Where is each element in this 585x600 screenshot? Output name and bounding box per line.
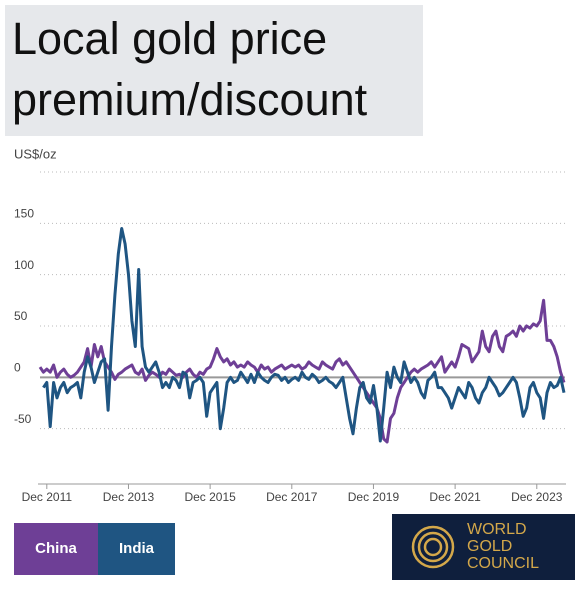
y-tick-label: 100: [14, 258, 34, 272]
legend-label[interactable]: China: [35, 540, 77, 557]
series-line: [38, 298, 566, 444]
logo-text: GOLD: [467, 538, 512, 555]
title-box: [5, 5, 423, 136]
chart-title: Local gold price: [12, 13, 327, 64]
legend-button[interactable]: [14, 523, 98, 575]
x-tick-label: Dec 2015: [184, 490, 236, 504]
x-tick-label: Dec 2021: [429, 490, 481, 504]
series-line: [42, 227, 566, 443]
logo-ring: [417, 531, 449, 563]
logo-text: COUNCIL: [467, 555, 539, 572]
x-tick-label: Dec 2013: [103, 490, 155, 504]
y-tick-label: 50: [14, 309, 28, 323]
logo-text: WORLD: [467, 521, 527, 538]
chart-title: premium/discount: [12, 74, 368, 125]
x-tick-label: Dec 2017: [266, 490, 318, 504]
y-tick-label: 0: [14, 361, 21, 375]
legend-button[interactable]: [98, 523, 175, 575]
logo-box: [392, 514, 575, 580]
logo-ring: [423, 537, 443, 557]
legend-label[interactable]: India: [119, 540, 155, 557]
logo-ring: [411, 525, 455, 569]
x-tick-label: Dec 2023: [511, 490, 563, 504]
x-tick-label: Dec 2019: [348, 490, 400, 504]
y-axis-label: US$/oz: [14, 146, 57, 161]
x-tick-label: Dec 2011: [22, 490, 73, 504]
plot: -50 0 50 100 150 Dec 2011 Dec 2013 Dec 2015 Dec …: [14, 207, 566, 504]
y-tick-label: 150: [14, 207, 34, 221]
y-tick-label: -50: [14, 412, 32, 426]
